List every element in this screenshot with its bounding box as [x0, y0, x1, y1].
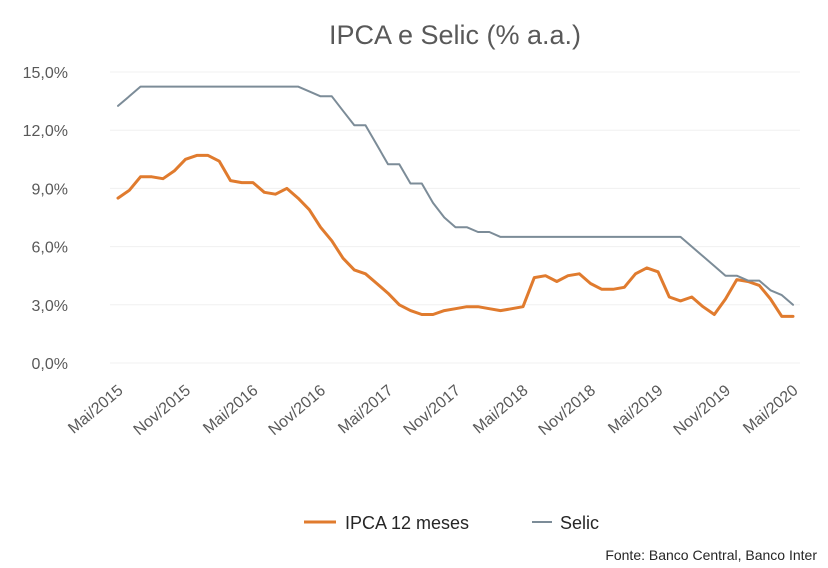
x-tick-label: Mai/2018: [470, 382, 531, 437]
y-tick-label: 9,0%: [32, 181, 68, 198]
x-tick-label: Nov/2018: [536, 382, 599, 439]
x-tick-label: Nov/2016: [266, 382, 329, 439]
x-tick-label: Nov/2017: [401, 382, 464, 439]
y-tick-label: 12,0%: [23, 123, 68, 140]
legend: IPCA 12 meses Selic: [304, 513, 599, 533]
x-tick-label: Mai/2019: [605, 382, 666, 437]
x-tick-label: Nov/2015: [131, 382, 194, 439]
y-tick-label: 3,0%: [32, 298, 68, 315]
legend-label-selic: Selic: [560, 513, 599, 533]
x-tick-label: Mai/2017: [335, 382, 396, 437]
chart-title: IPCA e Selic (% a.a.): [329, 20, 581, 50]
series-line-ipca: [116, 153, 795, 318]
series-layer: [116, 85, 795, 318]
y-tick-label: 6,0%: [32, 240, 68, 257]
y-tick-label: 15,0%: [23, 65, 68, 82]
x-tick-label: Mai/2020: [740, 382, 801, 437]
y-axis: 0,0% 3,0% 6,0% 9,0% 12,0% 15,0%: [23, 65, 68, 373]
series-line-selic: [117, 85, 794, 306]
x-axis: Mai/2015 Nov/2015 Mai/2016 Nov/2016 Mai/2017…: [65, 382, 801, 439]
x-tick-label: Mai/2016: [200, 382, 261, 437]
grid-layer: [110, 71, 800, 364]
y-tick-label: 0,0%: [32, 356, 68, 373]
x-tick-label: Nov/2019: [671, 382, 734, 439]
x-tick-label: Mai/2015: [65, 382, 126, 437]
legend-label-ipca: IPCA 12 meses: [345, 513, 469, 533]
source-note: Fonte: Banco Central, Banco Inter: [605, 547, 817, 563]
